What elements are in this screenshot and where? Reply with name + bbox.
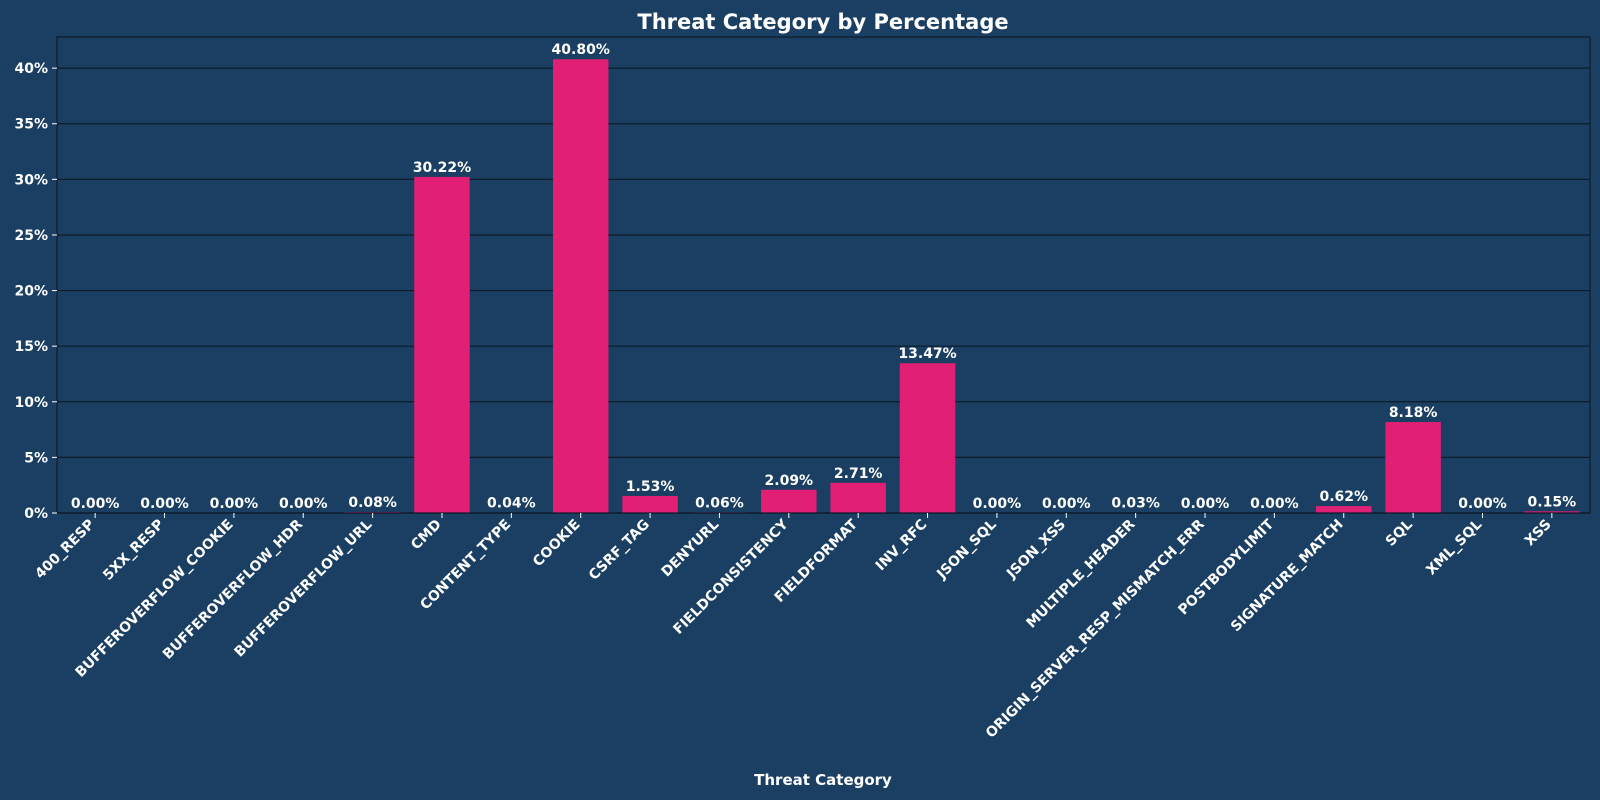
x-axis-label: Threat Category <box>754 771 892 789</box>
x-tick-label: JSON_SQL <box>933 516 999 582</box>
x-tick-label: BUFFEROVERFLOW_HDR <box>160 516 306 662</box>
bar <box>830 482 886 513</box>
y-tick-label: 20% <box>14 284 48 300</box>
value-label: 8.18% <box>1389 405 1438 421</box>
x-tick-label: JSON_XSS <box>1003 517 1069 583</box>
bar <box>414 176 470 513</box>
value-label: 0.00% <box>279 496 328 512</box>
value-label: 0.00% <box>140 496 189 512</box>
value-label: 0.08% <box>348 495 397 511</box>
x-tick-label: FIELDCONSISTENCY <box>670 516 792 638</box>
bar <box>552 59 609 514</box>
value-label: 13.47% <box>898 346 956 362</box>
value-label: 0.04% <box>487 496 536 512</box>
x-tick-label: CSRF_TAG <box>586 517 653 584</box>
value-labels: 0.00% 0.00% 0.00% 0.00% 0.08% 30.22% 0.04% 40.8… <box>71 42 1576 512</box>
x-tick-label: CMD <box>408 517 445 554</box>
plot-frame <box>56 36 1591 514</box>
y-tick-label: 10% <box>14 395 48 411</box>
bar <box>761 489 817 513</box>
y-tick-label: 15% <box>14 339 48 355</box>
x-tick-label: INV_RFC <box>873 517 931 575</box>
y-axis-ticks: 0% 5% 10% 15% 20% 25% 30% 35% 40% <box>14 61 57 522</box>
x-tick-label: XSS <box>1522 517 1555 550</box>
x-tick-label: DENYURL <box>659 516 723 580</box>
value-label: 0.00% <box>1458 496 1507 512</box>
y-tick-label: 30% <box>14 172 48 188</box>
bar <box>899 363 956 513</box>
value-label: 40.80% <box>552 42 610 58</box>
bar <box>1524 511 1580 513</box>
value-label: 0.15% <box>1528 494 1577 510</box>
y-tick-label: 25% <box>14 228 48 244</box>
grid-lines <box>57 67 1590 514</box>
bars <box>344 59 1580 514</box>
value-label: 30.22% <box>413 160 471 176</box>
value-label: 0.00% <box>973 496 1022 512</box>
value-label: 2.09% <box>765 473 814 489</box>
value-label: 0.00% <box>1181 496 1230 512</box>
value-label: 0.62% <box>1319 489 1368 505</box>
chart-title: Threat Category by Percentage <box>637 10 1008 34</box>
value-label: 0.00% <box>210 496 259 512</box>
bar <box>1385 422 1441 513</box>
x-tick-label: SQL <box>1383 516 1416 549</box>
value-label: 0.00% <box>71 496 120 512</box>
y-tick-label: 5% <box>24 450 48 466</box>
x-tick-label: COOKIE <box>530 517 584 571</box>
x-tick-label: 400_RESP <box>32 517 98 583</box>
x-axis-ticks: 400_RESP 5XX_RESPBUFFEROVERFLOW_COOKIEBUF… <box>32 513 1555 741</box>
x-tick-label: 5XX_RESP <box>100 517 167 584</box>
y-tick-label: 35% <box>14 117 48 133</box>
x-tick-label: BUFFEROVERFLOW_URL <box>231 516 375 660</box>
value-label: 1.53% <box>626 479 675 495</box>
bar <box>622 495 678 513</box>
y-tick-label: 40% <box>14 61 48 77</box>
y-tick-label: 0% <box>24 506 48 522</box>
x-tick-label: SIGNATURE_MATCH <box>1228 517 1347 636</box>
value-label: 0.03% <box>1111 496 1160 512</box>
value-label: 2.71% <box>834 466 883 482</box>
value-label: 0.06% <box>695 495 744 511</box>
value-label: 0.00% <box>1250 496 1299 512</box>
bar <box>1316 506 1372 513</box>
x-tick-label: XML_SQL <box>1423 516 1485 578</box>
value-label: 0.00% <box>1042 496 1091 512</box>
